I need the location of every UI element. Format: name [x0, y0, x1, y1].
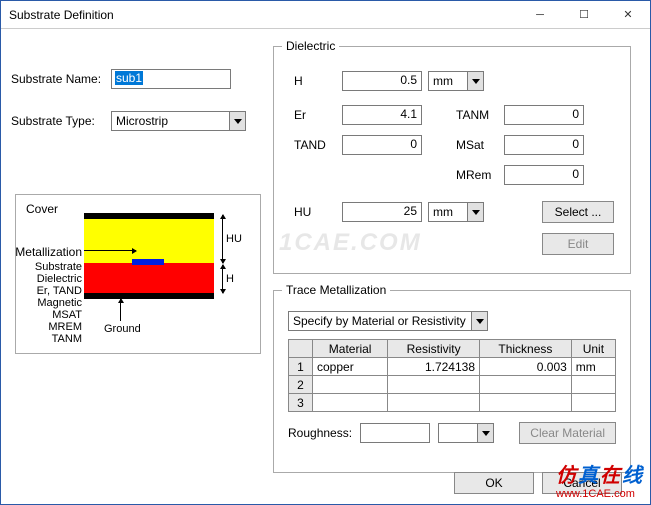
- diagram-stack-labels: Substrate Dielectric Er, TAND Magnetic M…: [10, 261, 82, 345]
- h-unit-value: mm: [429, 72, 467, 90]
- row-index: 1: [289, 358, 313, 376]
- cell-unit[interactable]: [571, 394, 615, 412]
- diagram-hu-dimension: HU: [216, 215, 244, 265]
- col-resistivity: Resistivity: [388, 340, 480, 358]
- cell-resistivity[interactable]: [388, 394, 480, 412]
- dielectric-legend: Dielectric: [282, 39, 339, 53]
- table-header-row: Material Resistivity Thickness Unit: [289, 340, 616, 358]
- diagram-ground-strip: [84, 293, 214, 299]
- hu-unit-combo[interactable]: mm: [428, 202, 484, 222]
- titlebar: Substrate Definition ─ ☐ ✕: [1, 1, 650, 29]
- chevron-down-icon[interactable]: [467, 72, 483, 90]
- diagram-air-strip: [84, 219, 214, 263]
- cell-thickness[interactable]: 0.003: [480, 358, 572, 376]
- diagram-metallization-label: Metallization: [10, 245, 82, 259]
- chevron-down-icon[interactable]: [477, 424, 493, 442]
- cell-unit[interactable]: mm: [571, 358, 615, 376]
- table-corner: [289, 340, 313, 358]
- diagram-dielectric-label: Dielectric: [10, 273, 82, 285]
- hu-input[interactable]: 25: [342, 202, 422, 222]
- row-index: 3: [289, 394, 313, 412]
- ok-button[interactable]: OK: [454, 472, 534, 494]
- table-row[interactable]: 3: [289, 394, 616, 412]
- mrem-input[interactable]: 0: [504, 165, 584, 185]
- cell-resistivity[interactable]: [388, 376, 480, 394]
- maximize-button[interactable]: ☐: [562, 1, 606, 29]
- diagram-ground-arrow: [120, 299, 121, 321]
- diagram-mrem-label: MREM: [10, 321, 82, 333]
- dialog-buttons: OK Cancel: [454, 472, 622, 494]
- mrem-label: MRem: [456, 168, 498, 182]
- col-thickness: Thickness: [480, 340, 572, 358]
- substrate-type-value: Microstrip: [112, 112, 229, 130]
- diagram-substrate-label: Substrate: [10, 261, 82, 273]
- table-row[interactable]: 1 copper 1.724138 0.003 mm: [289, 358, 616, 376]
- col-material: Material: [313, 340, 388, 358]
- roughness-label: Roughness:: [288, 426, 352, 440]
- substrate-name-value: sub1: [115, 71, 143, 85]
- chevron-down-icon[interactable]: [229, 112, 245, 130]
- diagram-ertand-label: Er, TAND: [10, 285, 82, 297]
- cell-resistivity[interactable]: 1.724138: [388, 358, 480, 376]
- diagram-magnetic-label: Magnetic: [10, 297, 82, 309]
- cancel-button[interactable]: Cancel: [542, 472, 622, 494]
- roughness-unit-value: [439, 424, 477, 442]
- roughness-unit-combo[interactable]: [438, 423, 494, 443]
- cell-thickness[interactable]: [480, 394, 572, 412]
- substrate-name-input[interactable]: sub1: [111, 69, 231, 89]
- tand-input[interactable]: 0: [342, 135, 422, 155]
- h-label: H: [294, 74, 336, 88]
- material-table: Material Resistivity Thickness Unit 1 co…: [288, 339, 616, 412]
- col-unit: Unit: [571, 340, 615, 358]
- edit-button[interactable]: Edit: [542, 233, 614, 255]
- diagram-h-dimension: H: [216, 265, 244, 293]
- diagram-metal-arrow: [84, 250, 136, 251]
- cell-material[interactable]: [313, 394, 388, 412]
- cell-unit[interactable]: [571, 376, 615, 394]
- substrate-diagram: Cover Metallization Substrate Dielectric…: [15, 194, 261, 354]
- diagram-tanm-label: TANM: [10, 333, 82, 345]
- msat-input[interactable]: 0: [504, 135, 584, 155]
- substrate-name-label: Substrate Name:: [11, 72, 111, 86]
- cell-material[interactable]: [313, 376, 388, 394]
- hu-unit-value: mm: [429, 203, 467, 221]
- er-label: Er: [294, 108, 336, 122]
- minimize-button[interactable]: ─: [518, 1, 562, 29]
- spec-combo-value: Specify by Material or Resistivity: [289, 312, 471, 330]
- diagram-dielectric-strip: [84, 263, 214, 293]
- cell-material[interactable]: copper: [313, 358, 388, 376]
- er-input[interactable]: 4.1: [342, 105, 422, 125]
- spec-combo[interactable]: Specify by Material or Resistivity: [288, 311, 488, 331]
- dialog-window: Substrate Definition ─ ☐ ✕ Substrate Nam…: [0, 0, 651, 505]
- select-button[interactable]: Select ...: [542, 201, 614, 223]
- tand-label: TAND: [294, 138, 336, 152]
- table-row[interactable]: 2: [289, 376, 616, 394]
- msat-label: MSat: [456, 138, 498, 152]
- dielectric-group: Dielectric H 0.5 mm Er 4.1 TANM 0: [273, 39, 631, 274]
- clear-material-button[interactable]: Clear Material: [519, 422, 616, 444]
- chevron-down-icon[interactable]: [471, 312, 487, 330]
- h-input[interactable]: 0.5: [342, 71, 422, 91]
- diagram-ground-label: Ground: [104, 323, 141, 335]
- tanm-input[interactable]: 0: [504, 105, 584, 125]
- row-index: 2: [289, 376, 313, 394]
- diagram-metal-strip: [132, 259, 164, 265]
- substrate-type-label: Substrate Type:: [11, 114, 111, 128]
- hu-label: HU: [294, 205, 336, 219]
- diagram-cover-label: Cover: [26, 202, 58, 216]
- chevron-down-icon[interactable]: [467, 203, 483, 221]
- trace-legend: Trace Metallization: [282, 283, 390, 297]
- client-area: Substrate Name: sub1 Substrate Type: Mic…: [1, 29, 650, 504]
- left-column: Substrate Name: sub1 Substrate Type: Mic…: [11, 69, 261, 153]
- h-unit-combo[interactable]: mm: [428, 71, 484, 91]
- tanm-label: TANM: [456, 108, 498, 122]
- trace-metallization-group: Trace Metallization Specify by Material …: [273, 283, 631, 473]
- roughness-input[interactable]: [360, 423, 430, 443]
- diagram-msat-label: MSAT: [10, 309, 82, 321]
- cell-thickness[interactable]: [480, 376, 572, 394]
- substrate-type-combo[interactable]: Microstrip: [111, 111, 246, 131]
- window-title: Substrate Definition: [9, 8, 518, 22]
- close-button[interactable]: ✕: [606, 1, 650, 29]
